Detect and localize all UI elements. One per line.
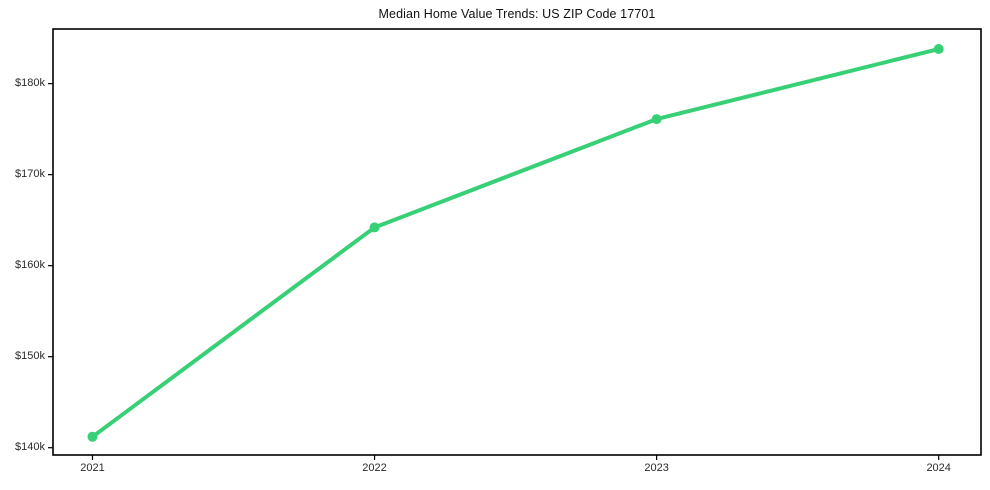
data-point-marker (369, 222, 380, 233)
x-tick-label: 2023 (644, 462, 669, 474)
y-tick-label: $140k (15, 441, 45, 454)
y-tick-label: $170k (15, 168, 45, 181)
data-point-marker (933, 44, 944, 55)
y-tick-label: $160k (15, 259, 45, 272)
x-tick-label: 2024 (926, 462, 951, 474)
data-point-marker (87, 431, 98, 442)
x-tick-label: 2022 (362, 462, 387, 474)
x-tick-label: 2021 (80, 462, 105, 474)
axes-frame (52, 28, 982, 456)
y-tick-label: $180k (15, 77, 45, 90)
series-line (90, 47, 941, 439)
data-point-marker (651, 114, 662, 125)
y-tick-label: $150k (15, 350, 45, 363)
chart-title: Median Home Value Trends: US ZIP Code 17… (378, 7, 656, 21)
